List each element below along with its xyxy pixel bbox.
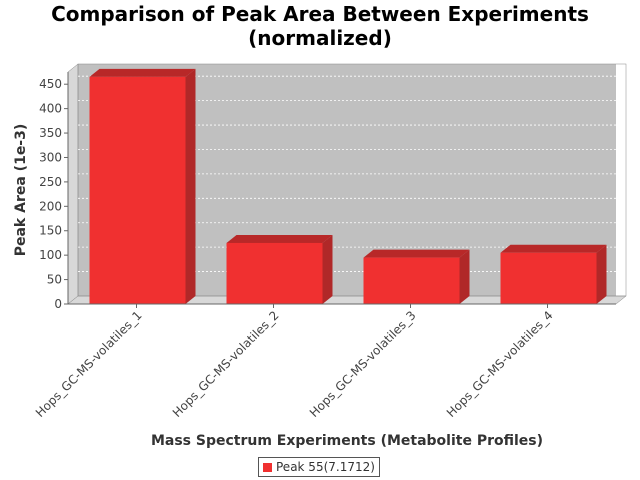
bar-front [500, 252, 597, 304]
bar-front [89, 76, 186, 304]
y-tick-label-2: 100 [39, 248, 62, 262]
bar-4 [500, 244, 607, 304]
bar-top [89, 68, 196, 77]
y-tick-label-3: 150 [39, 224, 62, 238]
plot-left-wall [67, 63, 79, 305]
y-axis-title: Peak Area (1e-3) [13, 124, 29, 257]
x-tick-label-4: Hops_GC-MS-volatiles_4 [444, 308, 556, 420]
plot-border [77, 63, 627, 297]
y-tick-label-9: 450 [39, 77, 62, 91]
bar-3 [363, 249, 470, 304]
bar-side [322, 234, 333, 304]
chart-title-line-1: Comparison of Peak Area Between Experime… [51, 2, 589, 26]
legend-swatch [263, 462, 272, 472]
legend: Peak 55(7.1712) [258, 457, 380, 477]
bar-top [500, 244, 607, 253]
x-tick-label-1: Hops_GC-MS-volatiles_1 [33, 308, 145, 420]
bar-1 [89, 68, 196, 304]
y-tick-label-7: 350 [39, 126, 62, 140]
x-tick-label-2: Hops_GC-MS-volatiles_2 [170, 308, 282, 420]
bar-side [459, 249, 470, 304]
y-tick-label-6: 300 [39, 150, 62, 164]
y-tick-label-8: 400 [39, 102, 62, 116]
legend-label: Peak 55(7.1712) [276, 460, 375, 474]
bar-side [185, 68, 196, 304]
y-tick-label-4: 200 [39, 199, 62, 213]
bar-front [226, 242, 323, 304]
bar-top [226, 234, 333, 243]
y-tick-label-5: 250 [39, 175, 62, 189]
x-tick-label-3: Hops_GC-MS-volatiles_3 [307, 308, 419, 420]
bar-front [363, 257, 460, 304]
x-axis-title: Mass Spectrum Experiments (Metabolite Pr… [151, 433, 543, 449]
y-tick-label-1: 50 [47, 273, 62, 287]
bar-2 [226, 234, 333, 304]
bar-top [363, 249, 470, 258]
chart-title: Comparison of Peak Area Between Experime… [0, 2, 640, 50]
y-tick-label-0: 0 [54, 297, 62, 311]
chart-title-line-2: (normalized) [248, 26, 392, 50]
bar-side [596, 244, 607, 304]
